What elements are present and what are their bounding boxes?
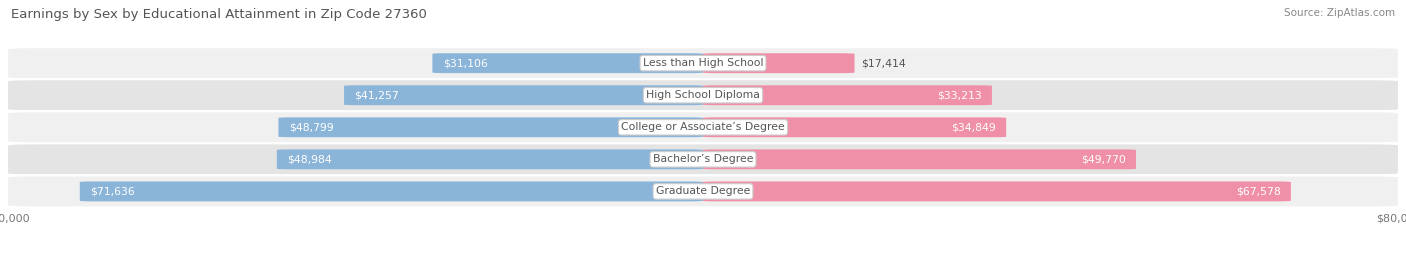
FancyBboxPatch shape <box>703 85 993 105</box>
Text: $31,106: $31,106 <box>443 58 488 68</box>
Text: $49,770: $49,770 <box>1081 154 1126 164</box>
FancyBboxPatch shape <box>433 53 703 73</box>
Text: $71,636: $71,636 <box>90 187 135 196</box>
Text: $41,257: $41,257 <box>354 90 399 100</box>
FancyBboxPatch shape <box>703 117 1007 137</box>
Text: Graduate Degree: Graduate Degree <box>655 187 751 196</box>
FancyBboxPatch shape <box>344 85 703 105</box>
FancyBboxPatch shape <box>7 79 1399 111</box>
Text: Earnings by Sex by Educational Attainment in Zip Code 27360: Earnings by Sex by Educational Attainmen… <box>11 8 427 21</box>
Text: College or Associate’s Degree: College or Associate’s Degree <box>621 122 785 132</box>
Text: Less than High School: Less than High School <box>643 58 763 68</box>
Text: $67,578: $67,578 <box>1236 187 1281 196</box>
Text: $48,799: $48,799 <box>288 122 333 132</box>
FancyBboxPatch shape <box>703 53 855 73</box>
Text: Bachelor’s Degree: Bachelor’s Degree <box>652 154 754 164</box>
FancyBboxPatch shape <box>7 175 1399 207</box>
FancyBboxPatch shape <box>7 111 1399 143</box>
Text: $48,984: $48,984 <box>287 154 332 164</box>
FancyBboxPatch shape <box>7 143 1399 175</box>
FancyBboxPatch shape <box>703 181 1291 201</box>
Text: $33,213: $33,213 <box>936 90 981 100</box>
Text: $34,849: $34,849 <box>950 122 995 132</box>
FancyBboxPatch shape <box>278 117 703 137</box>
FancyBboxPatch shape <box>277 150 703 169</box>
Text: Source: ZipAtlas.com: Source: ZipAtlas.com <box>1284 8 1395 18</box>
FancyBboxPatch shape <box>80 181 703 201</box>
Legend: Male, Female: Male, Female <box>643 266 763 268</box>
Text: $17,414: $17,414 <box>862 58 907 68</box>
FancyBboxPatch shape <box>703 150 1136 169</box>
Text: High School Diploma: High School Diploma <box>647 90 759 100</box>
FancyBboxPatch shape <box>7 47 1399 79</box>
